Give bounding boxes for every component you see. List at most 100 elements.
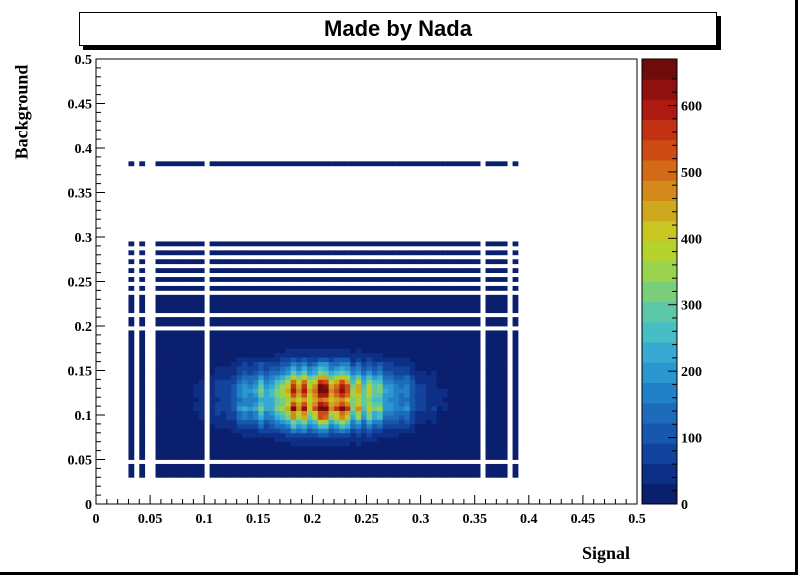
heatmap-cell xyxy=(377,317,384,322)
heatmap-cell xyxy=(366,379,373,385)
heatmap-cell xyxy=(252,406,259,411)
heatmap-cell xyxy=(128,446,135,451)
heatmap-cell xyxy=(388,352,394,358)
heatmap-cell xyxy=(398,410,405,416)
heatmap-cell xyxy=(398,463,405,469)
heatmap-cell xyxy=(436,294,443,300)
heatmap-cell xyxy=(453,334,459,340)
heatmap-cell xyxy=(398,446,405,451)
heatmap-cell xyxy=(415,455,421,460)
heatmap-cell xyxy=(258,450,265,456)
heatmap-cell xyxy=(215,303,221,309)
heatmap-cell xyxy=(366,161,373,167)
heatmap-cell xyxy=(269,321,275,327)
heatmap-cell xyxy=(388,343,394,349)
heatmap-cell xyxy=(263,397,270,403)
heatmap-cell xyxy=(366,330,373,336)
heatmap-cell xyxy=(160,268,167,273)
heatmap-cell xyxy=(274,446,281,451)
heatmap-cell xyxy=(382,339,389,345)
heatmap-cell xyxy=(258,392,265,398)
heatmap-cell xyxy=(442,366,449,371)
heatmap-cell xyxy=(160,339,167,345)
heatmap-cell xyxy=(296,428,302,434)
heatmap-cell xyxy=(279,250,286,256)
heatmap-cell xyxy=(350,423,357,429)
heatmap-cell xyxy=(377,432,384,438)
heatmap-cell xyxy=(296,285,302,291)
heatmap-cell xyxy=(453,285,459,291)
colorbar-tick-label: 300 xyxy=(681,299,702,314)
heatmap-cell xyxy=(409,361,416,367)
heatmap-cell xyxy=(420,299,427,305)
heatmap-cell xyxy=(182,419,189,425)
heatmap-cell xyxy=(247,277,254,282)
heatmap-cell xyxy=(366,352,373,358)
heatmap-cell xyxy=(220,366,227,371)
heatmap-cell xyxy=(377,339,384,345)
heatmap-cell xyxy=(177,397,183,403)
heatmap-cell xyxy=(171,277,178,282)
heatmap-cell xyxy=(155,330,162,336)
heatmap-cell xyxy=(198,423,205,429)
heatmap-cell xyxy=(415,415,421,420)
heatmap-cell xyxy=(209,334,216,340)
heatmap-cell xyxy=(436,268,443,273)
heatmap-cell xyxy=(177,259,183,265)
heatmap-cell xyxy=(404,463,411,469)
heatmap-cell xyxy=(312,334,319,340)
heatmap-cell xyxy=(263,285,270,291)
heatmap-cell xyxy=(171,468,178,474)
heatmap-cell xyxy=(312,308,319,314)
heatmap-cell xyxy=(366,450,373,456)
heatmap-cell xyxy=(258,361,265,367)
heatmap-cell xyxy=(339,241,346,247)
heatmap-cell xyxy=(355,303,362,309)
heatmap-cell xyxy=(323,343,330,349)
heatmap-cell xyxy=(296,437,302,443)
heatmap-cell xyxy=(404,357,411,362)
heatmap-cell xyxy=(447,285,454,291)
heatmap-cell xyxy=(415,419,421,425)
heatmap-cell xyxy=(355,450,362,456)
heatmap-cell xyxy=(469,423,476,429)
heatmap-cell xyxy=(242,250,248,256)
heatmap-cell xyxy=(236,428,243,434)
heatmap-cell xyxy=(398,392,405,398)
heatmap-cell xyxy=(312,415,319,420)
y-tick-label: 0.45 xyxy=(68,98,93,113)
heatmap-cell xyxy=(350,250,357,256)
heatmap-cell xyxy=(155,472,162,478)
heatmap-cell xyxy=(328,437,335,443)
heatmap-cell xyxy=(463,388,470,394)
heatmap-cell xyxy=(436,241,443,247)
heatmap-cell xyxy=(431,379,438,385)
heatmap-cell xyxy=(398,374,405,380)
heatmap-cell xyxy=(415,397,421,403)
heatmap-cell xyxy=(366,472,373,478)
heatmap-cell xyxy=(377,334,384,340)
heatmap-cell xyxy=(198,268,205,273)
heatmap-cell xyxy=(355,241,362,247)
heatmap-cell xyxy=(231,259,238,265)
heatmap-cell xyxy=(350,455,357,460)
heatmap-cell xyxy=(409,317,416,322)
heatmap-cell xyxy=(279,352,286,358)
heatmap-cell xyxy=(474,432,481,438)
heatmap-cell xyxy=(442,472,449,478)
heatmap-cell xyxy=(290,463,297,469)
heatmap-cell xyxy=(263,392,270,398)
heatmap-cell xyxy=(512,423,519,429)
heatmap-cell xyxy=(512,472,519,478)
heatmap-cell xyxy=(420,437,427,443)
heatmap-cell xyxy=(182,339,189,345)
heatmap-cell xyxy=(128,317,135,322)
heatmap-cell xyxy=(442,348,449,354)
heatmap-cell xyxy=(236,317,243,322)
heatmap-cell xyxy=(409,285,416,291)
heatmap-cell xyxy=(501,277,508,282)
heatmap-cell xyxy=(334,432,340,438)
heatmap-cell xyxy=(247,285,254,291)
colorbar-segment xyxy=(642,180,677,201)
heatmap-cell xyxy=(301,455,308,460)
